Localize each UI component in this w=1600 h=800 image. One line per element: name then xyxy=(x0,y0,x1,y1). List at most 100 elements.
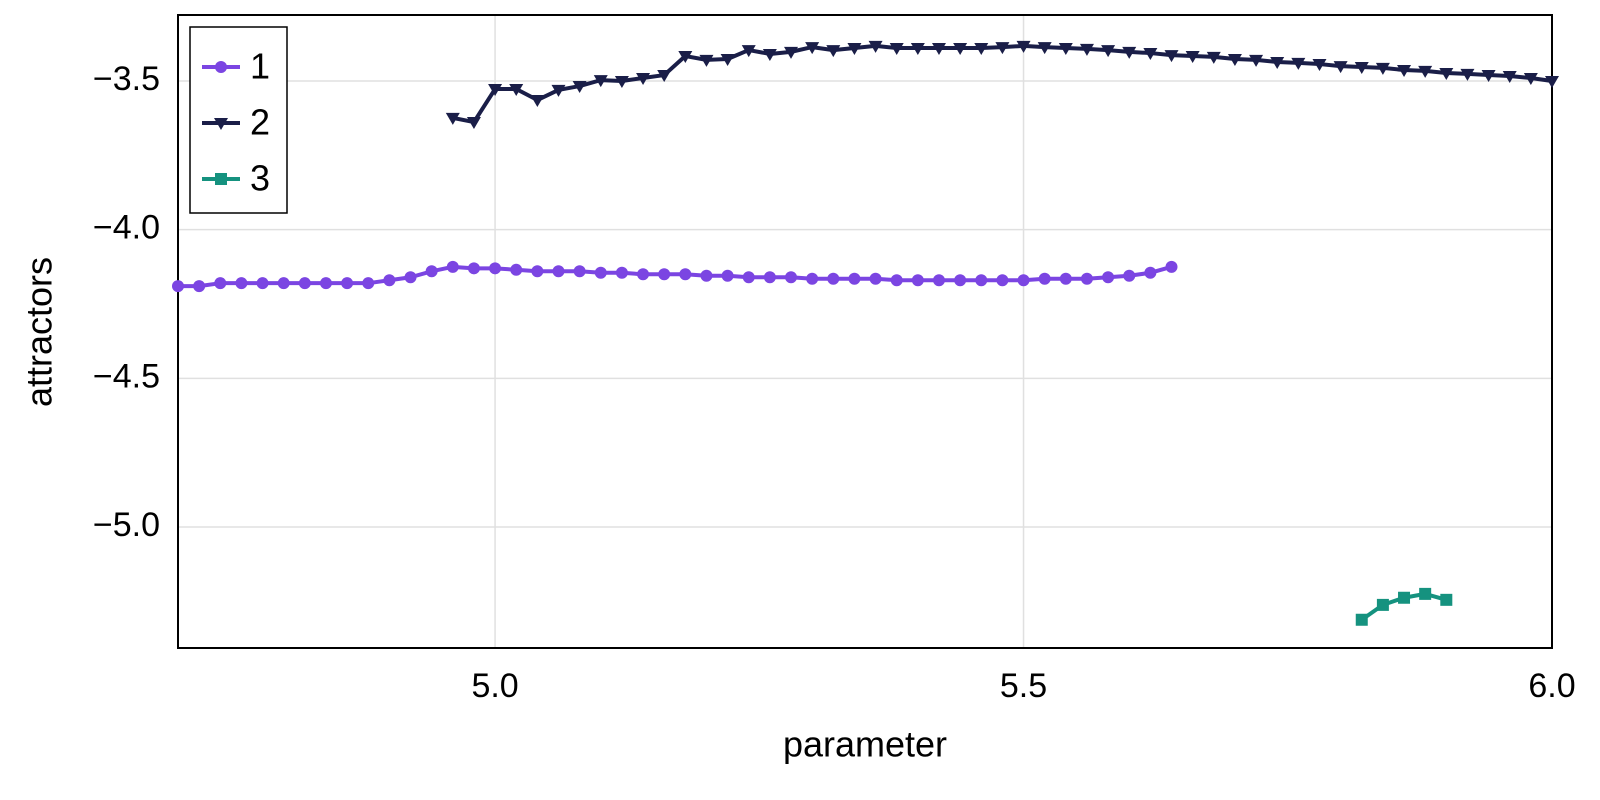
data-point xyxy=(1144,266,1157,279)
data-point xyxy=(530,95,545,108)
data-point xyxy=(445,112,460,125)
data-point xyxy=(1058,43,1073,56)
y-tick-label: −5.0 xyxy=(93,506,160,544)
data-point xyxy=(466,117,481,130)
data-point xyxy=(1122,46,1137,59)
data-point xyxy=(341,277,354,290)
data-point xyxy=(572,81,587,94)
data-point xyxy=(636,73,651,86)
y-tick-label: −4.5 xyxy=(93,357,160,395)
data-point xyxy=(551,84,566,97)
data-point xyxy=(594,266,607,279)
data-point xyxy=(573,265,586,278)
data-point xyxy=(910,43,925,56)
legend-label: 1 xyxy=(250,46,270,87)
data-point xyxy=(658,268,671,281)
data-point xyxy=(1080,272,1093,285)
data-point xyxy=(277,277,290,290)
data-point xyxy=(1354,62,1369,75)
data-point xyxy=(1333,61,1348,74)
data-point xyxy=(678,51,693,64)
x-tick-label: 6.0 xyxy=(1528,667,1575,705)
data-point xyxy=(932,274,945,287)
data-point xyxy=(1398,591,1411,604)
data-point xyxy=(1016,40,1031,53)
x-axis-label: parameter xyxy=(783,724,947,765)
data-point xyxy=(721,269,734,282)
data-point xyxy=(593,75,608,88)
data-point xyxy=(954,274,967,287)
data-point xyxy=(890,274,903,287)
data-point xyxy=(1164,50,1179,63)
y-axis-label: attractors xyxy=(19,257,60,407)
data-point xyxy=(552,265,565,278)
data-point xyxy=(193,280,206,293)
legend-label: 2 xyxy=(250,102,270,143)
legend-marker xyxy=(215,61,227,73)
data-point xyxy=(214,277,227,290)
data-point xyxy=(996,274,1009,287)
data-point xyxy=(1460,68,1475,81)
data-point xyxy=(446,260,459,273)
data-point xyxy=(1523,73,1538,86)
data-point xyxy=(404,271,417,284)
data-point xyxy=(1165,260,1178,273)
data-point xyxy=(848,272,861,285)
data-point xyxy=(1038,272,1051,285)
data-point xyxy=(235,277,248,290)
data-point xyxy=(488,84,503,97)
data-point xyxy=(383,274,396,287)
data-point xyxy=(1375,62,1390,75)
data-point xyxy=(1440,593,1453,606)
data-point xyxy=(827,272,840,285)
data-point xyxy=(1419,587,1432,600)
data-point xyxy=(467,262,480,275)
data-point xyxy=(362,277,375,290)
data-point xyxy=(1101,45,1116,58)
data-point xyxy=(614,76,629,89)
data-point xyxy=(1249,54,1264,67)
legend-box xyxy=(189,26,288,214)
data-point xyxy=(1079,43,1094,56)
data-point xyxy=(699,54,714,67)
data-point xyxy=(1481,70,1496,83)
data-point xyxy=(1102,271,1115,284)
data-point xyxy=(679,268,692,281)
data-point xyxy=(763,271,776,284)
data-point xyxy=(974,43,989,56)
data-point xyxy=(510,263,523,276)
x-tick-label: 5.0 xyxy=(471,667,518,705)
data-point xyxy=(1017,274,1030,287)
data-point xyxy=(931,43,946,56)
data-point xyxy=(256,277,269,290)
data-point xyxy=(889,43,904,56)
data-point xyxy=(172,280,184,293)
data-point xyxy=(1227,54,1242,67)
data-point xyxy=(805,42,820,55)
data-point xyxy=(826,45,841,58)
data-point xyxy=(847,43,862,56)
data-point xyxy=(1059,272,1072,285)
data-point xyxy=(1123,269,1136,282)
data-point xyxy=(1376,598,1389,611)
data-point xyxy=(657,70,672,83)
data-point xyxy=(868,40,883,53)
legend-marker xyxy=(214,118,228,130)
data-point xyxy=(319,277,332,290)
plot-frame xyxy=(177,14,1553,649)
data-point xyxy=(995,42,1010,55)
data-point xyxy=(425,265,438,278)
data-point xyxy=(1418,65,1433,78)
data-point xyxy=(298,277,311,290)
data-point xyxy=(1355,613,1368,626)
x-tick-label: 5.5 xyxy=(1000,667,1047,705)
y-tick-label: −3.5 xyxy=(93,60,160,98)
data-point xyxy=(784,46,799,59)
y-tick-label: −4.0 xyxy=(93,209,160,247)
data-point xyxy=(1143,48,1158,61)
data-point xyxy=(1206,51,1221,64)
data-point xyxy=(911,274,924,287)
data-point xyxy=(489,262,502,275)
